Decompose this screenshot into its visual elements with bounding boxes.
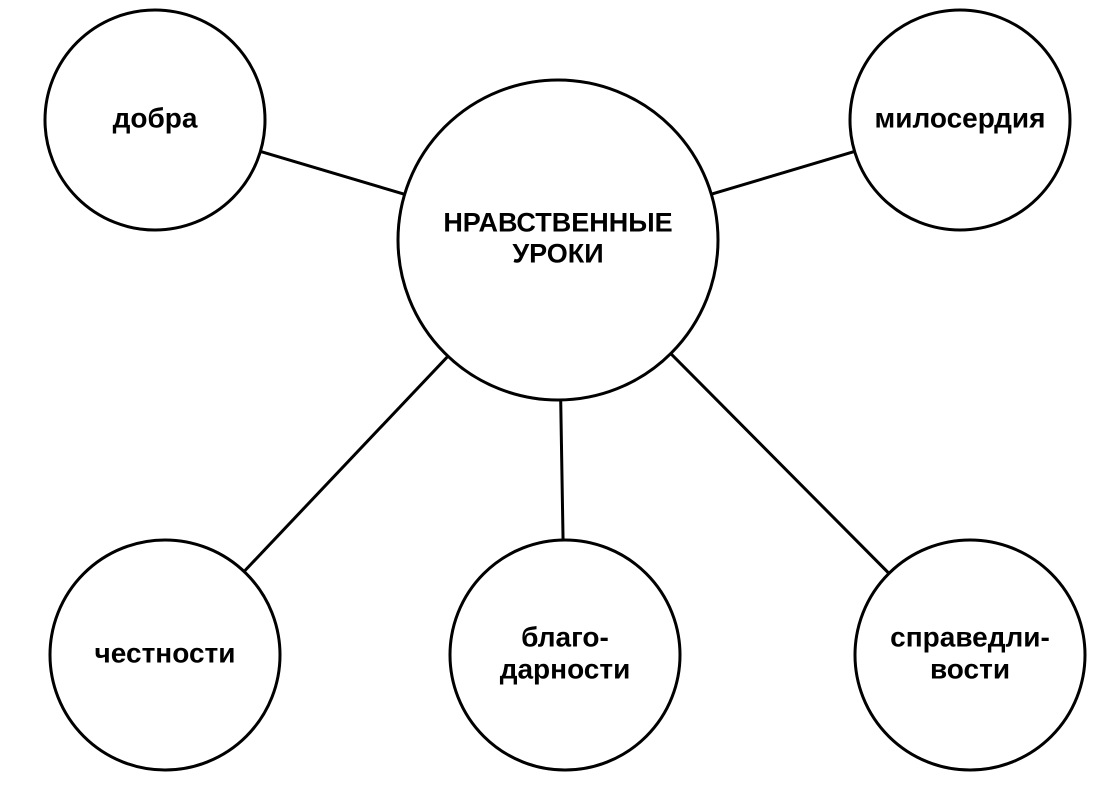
edge: [260, 151, 404, 194]
edge: [671, 354, 889, 574]
outer-node-2: милосердия: [850, 10, 1070, 230]
edge: [244, 356, 448, 571]
node-label-line2: УРОКИ: [512, 239, 603, 269]
outer-node-5: справедли-вости: [855, 540, 1085, 770]
edge: [561, 400, 563, 540]
center-node: НРАВСТВЕННЫЕУРОКИ: [398, 80, 718, 400]
mind-map-diagram: НРАВСТВЕННЫЕУРОКИ добра милосердия честност…: [0, 0, 1116, 801]
node-label-line2: вости: [930, 653, 1010, 684]
node-label-line1: НРАВСТВЕННЫЕ: [443, 208, 672, 238]
node-label-line2: дарности: [500, 653, 631, 684]
node-label-line1: благо-: [521, 621, 609, 652]
node-label-line1: добра: [113, 102, 198, 133]
node-label-line1: милосердия: [875, 102, 1046, 133]
outer-node-3: честности: [50, 540, 280, 770]
outer-node-1: добра: [45, 10, 265, 230]
outer-node-4: благо-дарности: [450, 540, 680, 770]
node-label-line1: справедли-: [890, 621, 1050, 652]
edge: [711, 151, 854, 194]
node-label-line1: честности: [95, 637, 236, 668]
